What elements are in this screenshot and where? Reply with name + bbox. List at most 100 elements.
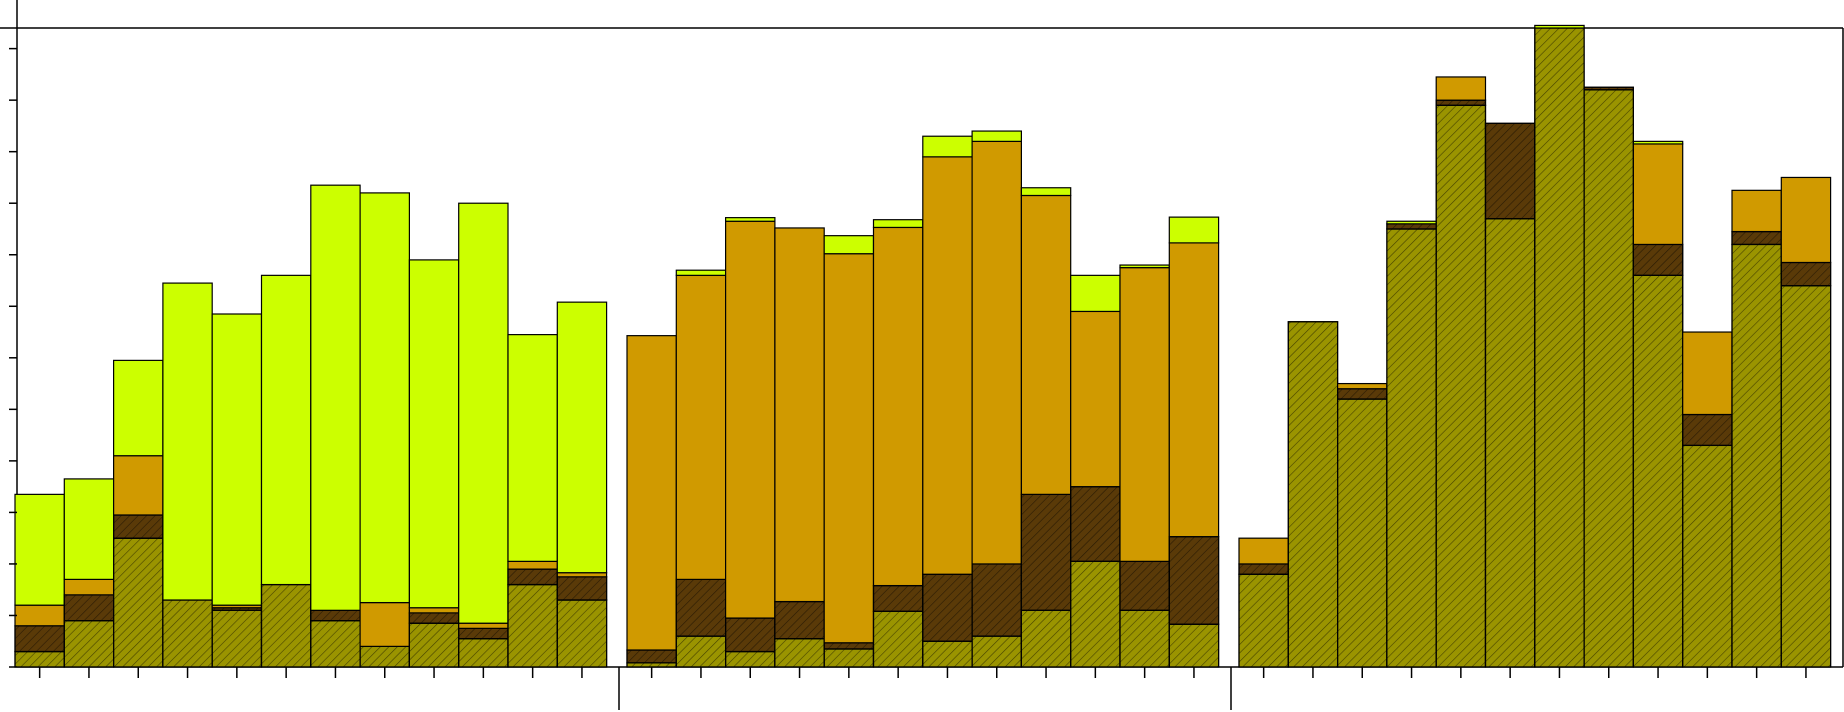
axis-ticks bbox=[9, 47, 1807, 710]
bar-segment-hatch bbox=[1119, 609, 1170, 668]
bar-segment bbox=[1534, 24, 1585, 29]
bar-segment-hatch bbox=[675, 578, 727, 637]
bar-stack bbox=[1731, 189, 1782, 668]
bar-stack bbox=[823, 235, 875, 668]
bar-segment bbox=[359, 192, 411, 604]
bar-segment bbox=[359, 601, 411, 647]
bar-segment bbox=[1119, 264, 1170, 269]
bar-stack bbox=[211, 313, 263, 668]
bar-segment bbox=[310, 184, 361, 611]
bar-segment-hatch bbox=[211, 609, 263, 668]
bar-stack bbox=[1287, 321, 1339, 668]
bar-segment-hatch bbox=[1435, 99, 1487, 106]
bar-stack bbox=[1020, 187, 1072, 668]
bar-segment-hatch bbox=[556, 599, 608, 668]
bar-stack bbox=[675, 269, 727, 668]
bar-segment bbox=[458, 622, 509, 629]
bar-segment bbox=[408, 607, 460, 614]
bar-segment-hatch bbox=[1780, 261, 1832, 287]
bar-segment bbox=[626, 335, 677, 651]
bar-segment bbox=[112, 455, 164, 516]
bar-segment bbox=[1168, 216, 1220, 244]
bar-segment-hatch bbox=[1168, 536, 1220, 625]
bar-segment-hatch bbox=[1682, 413, 1733, 447]
bar-segment-hatch bbox=[872, 584, 924, 612]
bar-segment-hatch bbox=[971, 635, 1022, 668]
bar-stack bbox=[1632, 140, 1684, 668]
bar-segment-hatch bbox=[1534, 27, 1585, 668]
bar-segment bbox=[1682, 331, 1733, 416]
bar-segment-hatch bbox=[626, 662, 677, 668]
bar-segment-hatch bbox=[359, 645, 411, 668]
bar-segment bbox=[408, 259, 460, 609]
bar-segment-hatch bbox=[1168, 623, 1220, 668]
bar-segment-hatch bbox=[162, 599, 213, 668]
bar-segment bbox=[1336, 382, 1388, 390]
bar-stack bbox=[260, 274, 312, 668]
bar-stack bbox=[1168, 216, 1220, 668]
bar-segment bbox=[823, 253, 875, 644]
bar-segment-hatch bbox=[1632, 243, 1684, 276]
bar-segment-hatch bbox=[1238, 573, 1289, 668]
bar-segment bbox=[724, 217, 776, 222]
bar-stack bbox=[359, 192, 411, 668]
bar-segment-hatch bbox=[1070, 560, 1121, 668]
bar-segment bbox=[823, 235, 875, 255]
bar-segment bbox=[1386, 220, 1437, 225]
bar-stack bbox=[458, 202, 509, 668]
bar-stack bbox=[724, 217, 776, 668]
bar-stack bbox=[162, 282, 213, 668]
bar-segment-hatch bbox=[1682, 444, 1733, 668]
bar-segment-hatch bbox=[1336, 398, 1388, 668]
bar-segment bbox=[63, 478, 115, 580]
bar-segment bbox=[458, 202, 509, 624]
bar-segment-hatch bbox=[1780, 285, 1832, 668]
bar-stack bbox=[774, 227, 825, 668]
bar-stack bbox=[1682, 331, 1733, 668]
bar-segment-hatch bbox=[1484, 218, 1536, 668]
bar-segment-hatch bbox=[823, 648, 875, 668]
bar-segment-hatch bbox=[1287, 321, 1339, 668]
bar-segment bbox=[1632, 140, 1684, 145]
bar-segment-hatch bbox=[675, 635, 727, 668]
bar-segment-hatch bbox=[1583, 86, 1634, 91]
bar-segment bbox=[260, 274, 312, 586]
bar-stack bbox=[1534, 24, 1585, 668]
bar-segment bbox=[1070, 310, 1121, 488]
bar-segment bbox=[507, 560, 558, 570]
bar-segment-hatch bbox=[556, 576, 608, 601]
bar-segment bbox=[556, 572, 608, 578]
bar-segment-hatch bbox=[260, 583, 312, 668]
bar-segment-hatch bbox=[1020, 493, 1072, 611]
bar-segment bbox=[675, 269, 727, 276]
bar-stack bbox=[1386, 220, 1437, 668]
bar-segment-hatch bbox=[310, 620, 361, 668]
bar-segment bbox=[1020, 194, 1072, 495]
bar-segment-hatch bbox=[458, 638, 509, 668]
bar-stack bbox=[1484, 122, 1536, 668]
bar-stacks bbox=[14, 24, 1832, 668]
bar-segment bbox=[675, 274, 727, 580]
bar-segment bbox=[162, 282, 213, 601]
bar-segment-hatch bbox=[1484, 122, 1536, 220]
bar-segment-hatch bbox=[1238, 563, 1289, 575]
bar-stack bbox=[310, 184, 361, 668]
bar-segment bbox=[556, 301, 608, 574]
bar-segment-hatch bbox=[823, 642, 875, 650]
bar-segment-hatch bbox=[1435, 104, 1487, 668]
bar-segment-hatch bbox=[1020, 609, 1072, 668]
bar-segment bbox=[1238, 537, 1289, 565]
bar-segment bbox=[1632, 143, 1684, 246]
bar-stack bbox=[1238, 537, 1289, 668]
bar-segment-hatch bbox=[1386, 223, 1437, 230]
bar-segment-hatch bbox=[63, 594, 115, 622]
bar-segment bbox=[14, 604, 65, 627]
bar-segment bbox=[1731, 189, 1782, 233]
bar-stack bbox=[507, 334, 558, 668]
bar-segment-hatch bbox=[1632, 274, 1684, 668]
bar-segment bbox=[922, 156, 973, 575]
bar-segment-hatch bbox=[1731, 243, 1782, 668]
bar-segment-hatch bbox=[14, 625, 65, 653]
bar-segment-hatch bbox=[724, 650, 776, 668]
